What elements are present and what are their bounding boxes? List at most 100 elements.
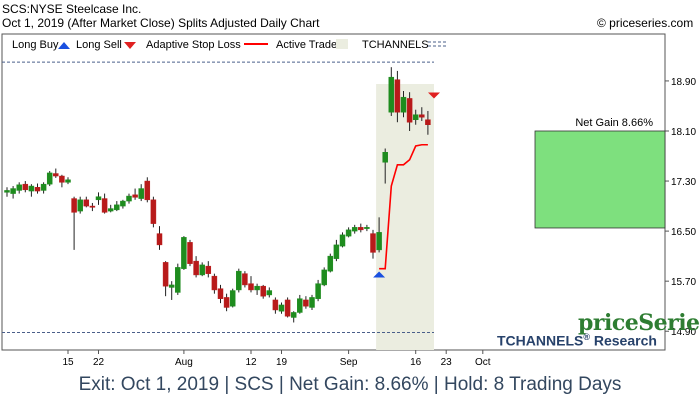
copyright: © priceseries.com [597,16,694,30]
candle-body [187,242,193,264]
candle-body [400,96,407,113]
candle-body [132,194,138,198]
candle-body [53,173,59,177]
brand-tchannels: TCHANNELS [497,332,584,349]
candle-body [101,198,108,213]
candle-body [248,283,254,291]
candle-body [83,199,90,207]
brand-logo: priceSeries [578,310,700,336]
candle-body [28,185,35,192]
legend-tchannels-label: TCHANNELS [362,39,429,51]
candle-body [138,188,144,199]
candle-body [199,264,205,276]
candle-body [236,270,242,291]
candle-body [205,265,212,274]
candle-body [425,119,431,125]
candle-body [339,234,346,247]
x-tick-label: 22 [93,357,105,368]
candle-body [419,114,425,118]
candle-body [229,290,236,307]
candle-body [40,183,47,191]
y-tick-label: 18.10 [671,127,696,138]
candle-body [327,255,334,272]
long-sell-arrow [428,92,440,99]
long-buy-arrow [373,271,386,278]
candle-body [376,232,382,251]
candle-body [16,184,22,191]
candle-body [34,187,41,192]
candle-body [309,297,315,308]
brand-research: TCHANNELS® Research [497,332,657,349]
candle-body [290,312,297,318]
candle-body [284,299,291,317]
trade-summary-footer: Exit: Oct 1, 2019 | SCS | Net Gain: 8.66… [0,369,700,400]
candle-body [95,196,102,201]
candle-body [162,262,169,287]
candle-body [71,198,77,213]
candle-body [150,199,157,224]
candle-body [321,269,327,286]
candle-body [89,205,96,208]
candle-body [345,229,352,237]
x-tick-label: Aug [175,357,193,368]
candle-body [4,190,10,193]
brand-research-label: Research [589,332,657,349]
candle-body [297,298,303,313]
candle-body [59,175,65,183]
candle-body [370,233,376,253]
candle-body [114,204,120,211]
candle-body [77,199,83,212]
x-tick-label: 16 [410,357,422,368]
y-tick-label: 17.30 [671,177,696,188]
x-tick-label: Sep [340,357,358,368]
net-gain-box [534,130,666,229]
active-trade-region [376,84,434,350]
chart-title: SCS:NYSE Steelcase Inc. [2,2,142,16]
x-tick-label: Oct [475,357,491,368]
candle-body [358,227,364,231]
candle-body [181,237,187,269]
net-gain-label: Net Gain 8.66% [575,117,653,129]
candle-body [65,179,71,183]
legend-buy-arrow [58,42,70,49]
candle-body [412,114,419,120]
candle-body [193,260,199,276]
candle-body [156,233,163,246]
legend-active-trade-label: Active Trade [276,39,337,51]
candle-body [217,288,224,299]
y-tick-label: 14.90 [671,327,696,338]
candle-body [382,152,388,163]
candle-body [211,275,218,291]
candle-body [144,180,151,201]
adaptive-stop-line [379,143,428,270]
x-tick-label: 19 [276,357,288,368]
chart-subtitle: Oct 1, 2019 (After Market Close) Splits … [2,16,320,30]
candle-body [120,200,126,207]
candle-body [303,299,309,307]
candle-body [168,284,175,288]
candle-body [260,285,266,297]
legend-stop-label: Adaptive Stop Loss [146,39,241,51]
candle-body [333,244,340,259]
brand-registered: ® [583,332,590,342]
candle-body [315,283,321,299]
candle-body [388,76,395,113]
candle-body [242,273,248,286]
candle-body [364,227,370,229]
x-tick-label: 12 [245,357,257,368]
x-tick-label: 15 [62,357,74,368]
y-tick-label: 16.50 [671,227,696,238]
candle-body [272,299,279,311]
candle-body [351,227,358,232]
legend-active-trade-swatch [336,39,348,49]
y-tick-label: 18.90 [671,77,696,88]
legend-long-sell-label: Long Sell [76,39,122,51]
candle-body [126,195,132,202]
candle-body [394,79,401,113]
candle-body [266,290,273,296]
candle-body [175,267,181,293]
y-tick-label: 15.70 [671,277,696,288]
x-tick-label: 23 [441,357,453,368]
candle-body [46,172,53,185]
